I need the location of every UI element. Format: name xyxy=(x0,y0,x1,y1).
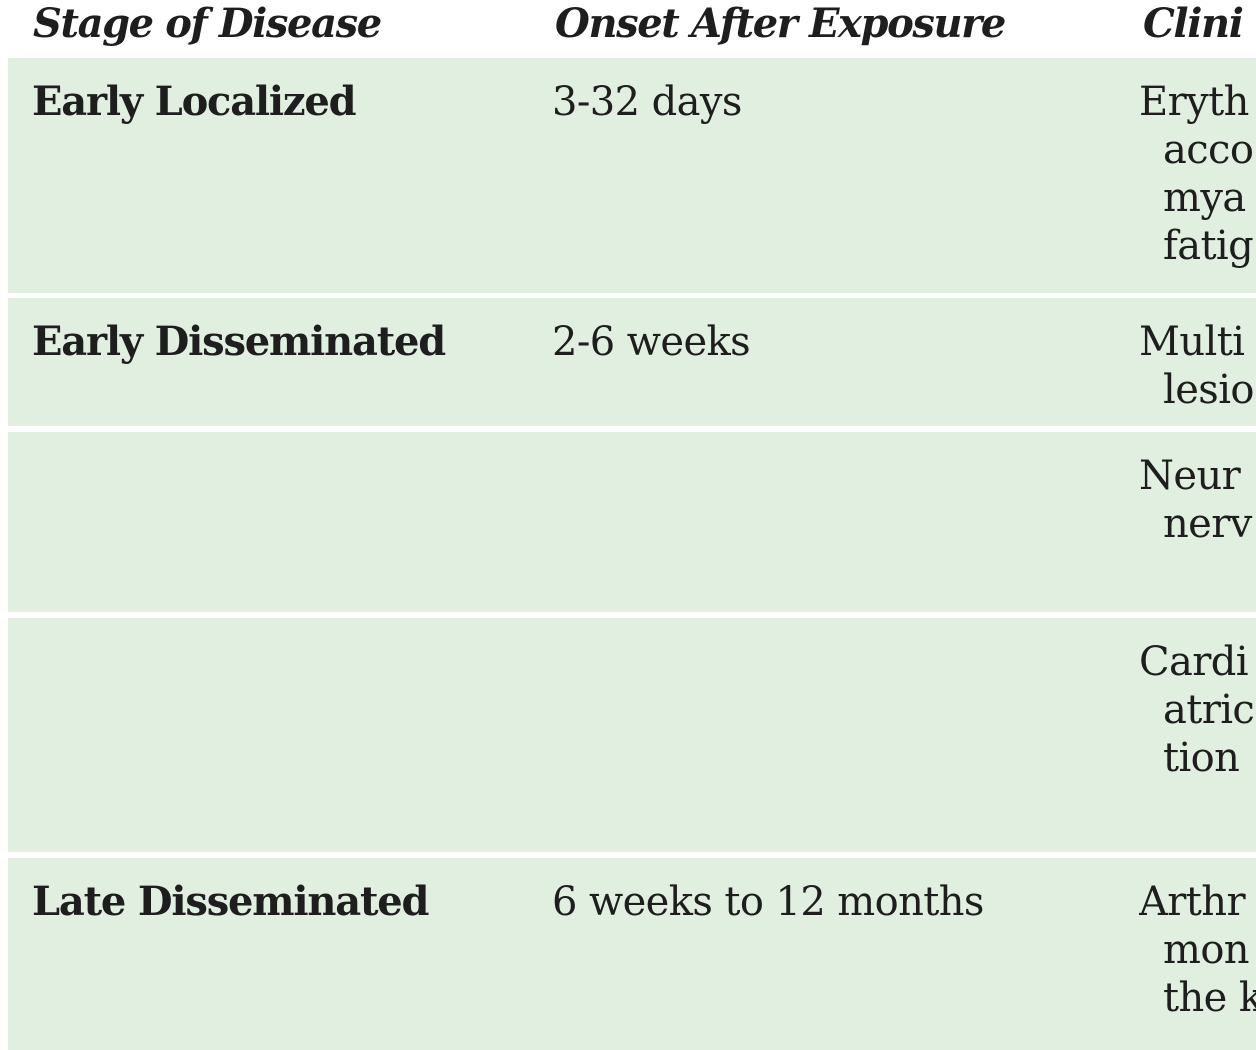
cell-clinical: Multi lesio xyxy=(1139,318,1256,414)
header-onset-after-exposure: Onset After Exposure xyxy=(555,0,1006,47)
cell-stage: Early Disseminated xyxy=(32,318,446,365)
clinical-line: fatig xyxy=(1163,223,1254,269)
table-row: Cardi atric tion xyxy=(8,618,1256,852)
table-row: Early Localized 3-32 days Eryth acco mya… xyxy=(8,58,1256,293)
clinical-line: Eryth xyxy=(1139,79,1249,125)
clinical-line: nerv xyxy=(1163,501,1252,547)
table-row: Late Disseminated 6 weeks to 12 months A… xyxy=(8,858,1256,1050)
clinical-line: the k xyxy=(1163,975,1256,1021)
cell-clinical: Eryth acco mya fatig xyxy=(1139,78,1256,270)
cell-onset: 3-32 days xyxy=(552,79,742,125)
table-row: Early Disseminated 2-6 weeks Multi lesio xyxy=(8,298,1256,426)
clinical-line: Cardi xyxy=(1139,639,1249,685)
clinical-line: tion xyxy=(1163,735,1240,781)
clinical-line: Arthr xyxy=(1139,879,1246,925)
table-row: Neur nerv xyxy=(8,432,1256,612)
cell-stage: Late Disseminated xyxy=(32,878,429,925)
clinical-line: lesio xyxy=(1163,367,1254,413)
cell-clinical: Cardi atric tion xyxy=(1139,638,1256,782)
cell-stage: Early Localized xyxy=(32,78,357,125)
clinical-line: acco xyxy=(1163,127,1254,173)
clinical-line: mya xyxy=(1163,175,1246,221)
header-stage-of-disease: Stage of Disease xyxy=(33,0,382,47)
cell-clinical: Arthr mon the k xyxy=(1139,878,1256,1022)
table-header-row: Stage of Disease Onset After Exposure Cl… xyxy=(0,0,1256,56)
header-clinical: Clini xyxy=(1143,0,1244,47)
clinical-line: Multi xyxy=(1139,319,1245,365)
cell-onset: 6 weeks to 12 months xyxy=(552,879,984,925)
clinical-line: mon xyxy=(1163,927,1250,973)
clinical-line: Neur xyxy=(1139,453,1241,499)
cell-onset: 2-6 weeks xyxy=(552,319,751,365)
clinical-line: atric xyxy=(1163,687,1255,733)
cell-clinical: Neur nerv xyxy=(1139,452,1256,548)
